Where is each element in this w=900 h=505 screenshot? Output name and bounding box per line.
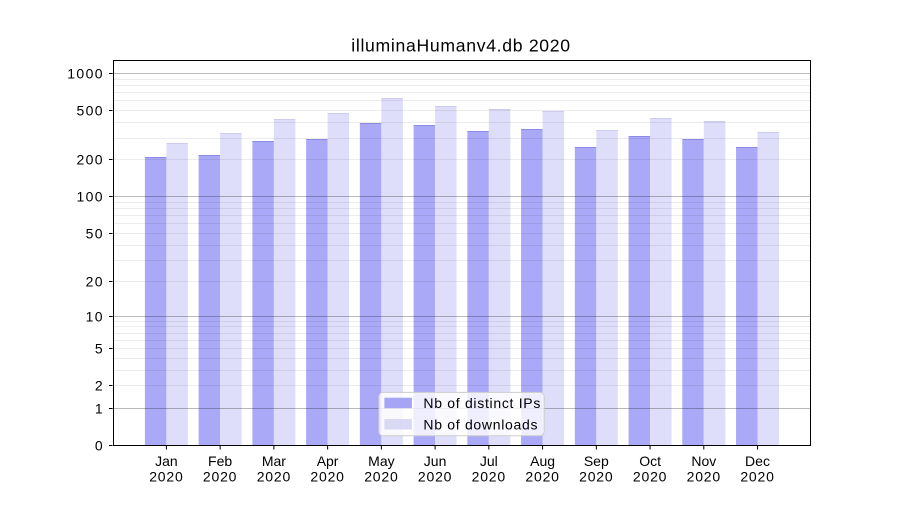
svg-text:2020: 2020: [740, 469, 774, 485]
svg-text:50: 50: [86, 226, 104, 242]
svg-text:Nov: Nov: [691, 453, 716, 469]
svg-text:illuminaHumanv4.db 2020: illuminaHumanv4.db 2020: [351, 36, 571, 56]
svg-text:2020: 2020: [257, 469, 291, 485]
svg-text:10: 10: [86, 309, 104, 325]
svg-text:1000: 1000: [67, 66, 104, 82]
svg-text:2020: 2020: [364, 469, 398, 485]
svg-text:0: 0: [95, 438, 104, 454]
svg-text:2020: 2020: [579, 469, 613, 485]
svg-text:Jun: Jun: [424, 453, 447, 469]
svg-text:Mar: Mar: [262, 453, 286, 469]
svg-text:Nb of distinct IPs: Nb of distinct IPs: [423, 395, 541, 411]
svg-text:20: 20: [86, 274, 104, 290]
svg-text:Jan: Jan: [155, 453, 178, 469]
svg-text:2020: 2020: [633, 469, 667, 485]
svg-text:2020: 2020: [203, 469, 237, 485]
svg-text:2: 2: [95, 378, 104, 394]
svg-text:Jul: Jul: [480, 453, 498, 469]
svg-text:Apr: Apr: [317, 453, 339, 469]
svg-text:May: May: [368, 453, 394, 469]
svg-text:5: 5: [95, 341, 104, 357]
svg-text:200: 200: [76, 152, 104, 168]
svg-text:2020: 2020: [418, 469, 452, 485]
svg-text:500: 500: [76, 103, 104, 119]
svg-text:2020: 2020: [525, 469, 559, 485]
svg-text:Dec: Dec: [745, 453, 770, 469]
svg-text:Aug: Aug: [530, 453, 555, 469]
svg-text:Sep: Sep: [584, 453, 609, 469]
svg-text:Feb: Feb: [208, 453, 232, 469]
svg-text:Nb of downloads: Nb of downloads: [423, 416, 538, 432]
svg-text:100: 100: [76, 189, 104, 205]
svg-text:2020: 2020: [149, 469, 183, 485]
svg-text:Oct: Oct: [639, 453, 661, 469]
svg-text:2020: 2020: [310, 469, 344, 485]
svg-text:1: 1: [95, 401, 104, 417]
svg-text:2020: 2020: [472, 469, 506, 485]
svg-text:2020: 2020: [687, 469, 721, 485]
